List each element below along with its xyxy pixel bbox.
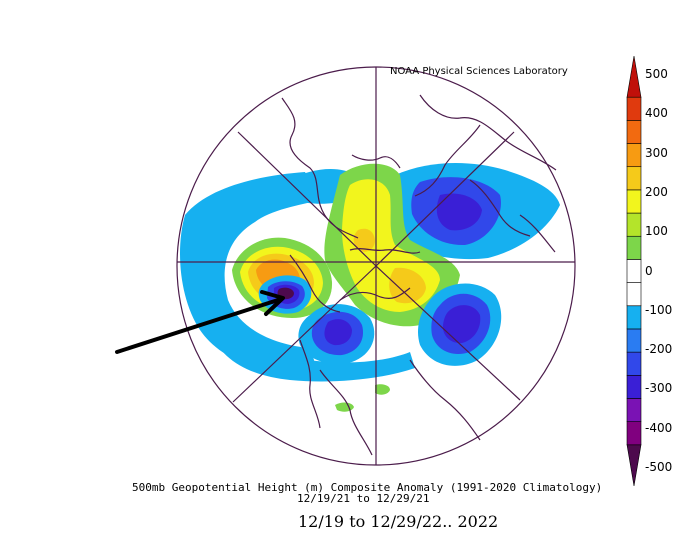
- color-bar-segment: [626, 235, 642, 260]
- credit-label: NOAA Physical Sciences Laboratory: [390, 66, 568, 77]
- map-outlines: [176, 66, 576, 466]
- color-bar-tick: 200: [645, 184, 668, 199]
- color-bar-segment: [626, 189, 642, 214]
- color-bar-tick: -400: [645, 420, 673, 435]
- color-bar-segment: [626, 55, 642, 98]
- color-bar-tick: 300: [645, 145, 668, 160]
- color-bar-segment: [626, 166, 642, 191]
- date-range: 12/19/21 to 12/29/21: [297, 492, 430, 505]
- color-bar-segment: [626, 374, 642, 399]
- color-bar-tick: 100: [645, 224, 668, 239]
- color-bar-tick: -200: [645, 342, 673, 357]
- color-bar-segment: [626, 120, 642, 144]
- color-bar: [626, 55, 642, 487]
- color-bar-segment: [626, 398, 642, 422]
- color-bar-segment: [626, 96, 642, 121]
- color-bar-segment: [626, 305, 642, 330]
- color-bar-tick: -500: [645, 460, 673, 474]
- color-bar-segment: [626, 351, 642, 376]
- color-bar-tick: 400: [645, 106, 668, 121]
- caption: 12/19 to 12/29/22.. 2022: [298, 512, 499, 531]
- color-bar-segment: [626, 421, 642, 446]
- color-bar-tick: -300: [645, 381, 673, 396]
- anomaly-shading: [180, 163, 560, 412]
- annotation-arrow: [115, 290, 285, 354]
- color-bar-tick: 0: [645, 263, 653, 278]
- color-bar-segment: [626, 328, 642, 353]
- color-bar-segment: [626, 282, 642, 307]
- map-title: 500mb Geopotential Height (m) Composite …: [132, 481, 603, 494]
- color-bar-segment: [626, 444, 642, 487]
- color-bar-segment: [626, 143, 642, 168]
- color-bar-tick: -100: [645, 302, 673, 317]
- color-bar-segment: [626, 212, 642, 237]
- color-bar-tick: 500: [645, 67, 668, 81]
- color-bar-segment: [626, 259, 642, 283]
